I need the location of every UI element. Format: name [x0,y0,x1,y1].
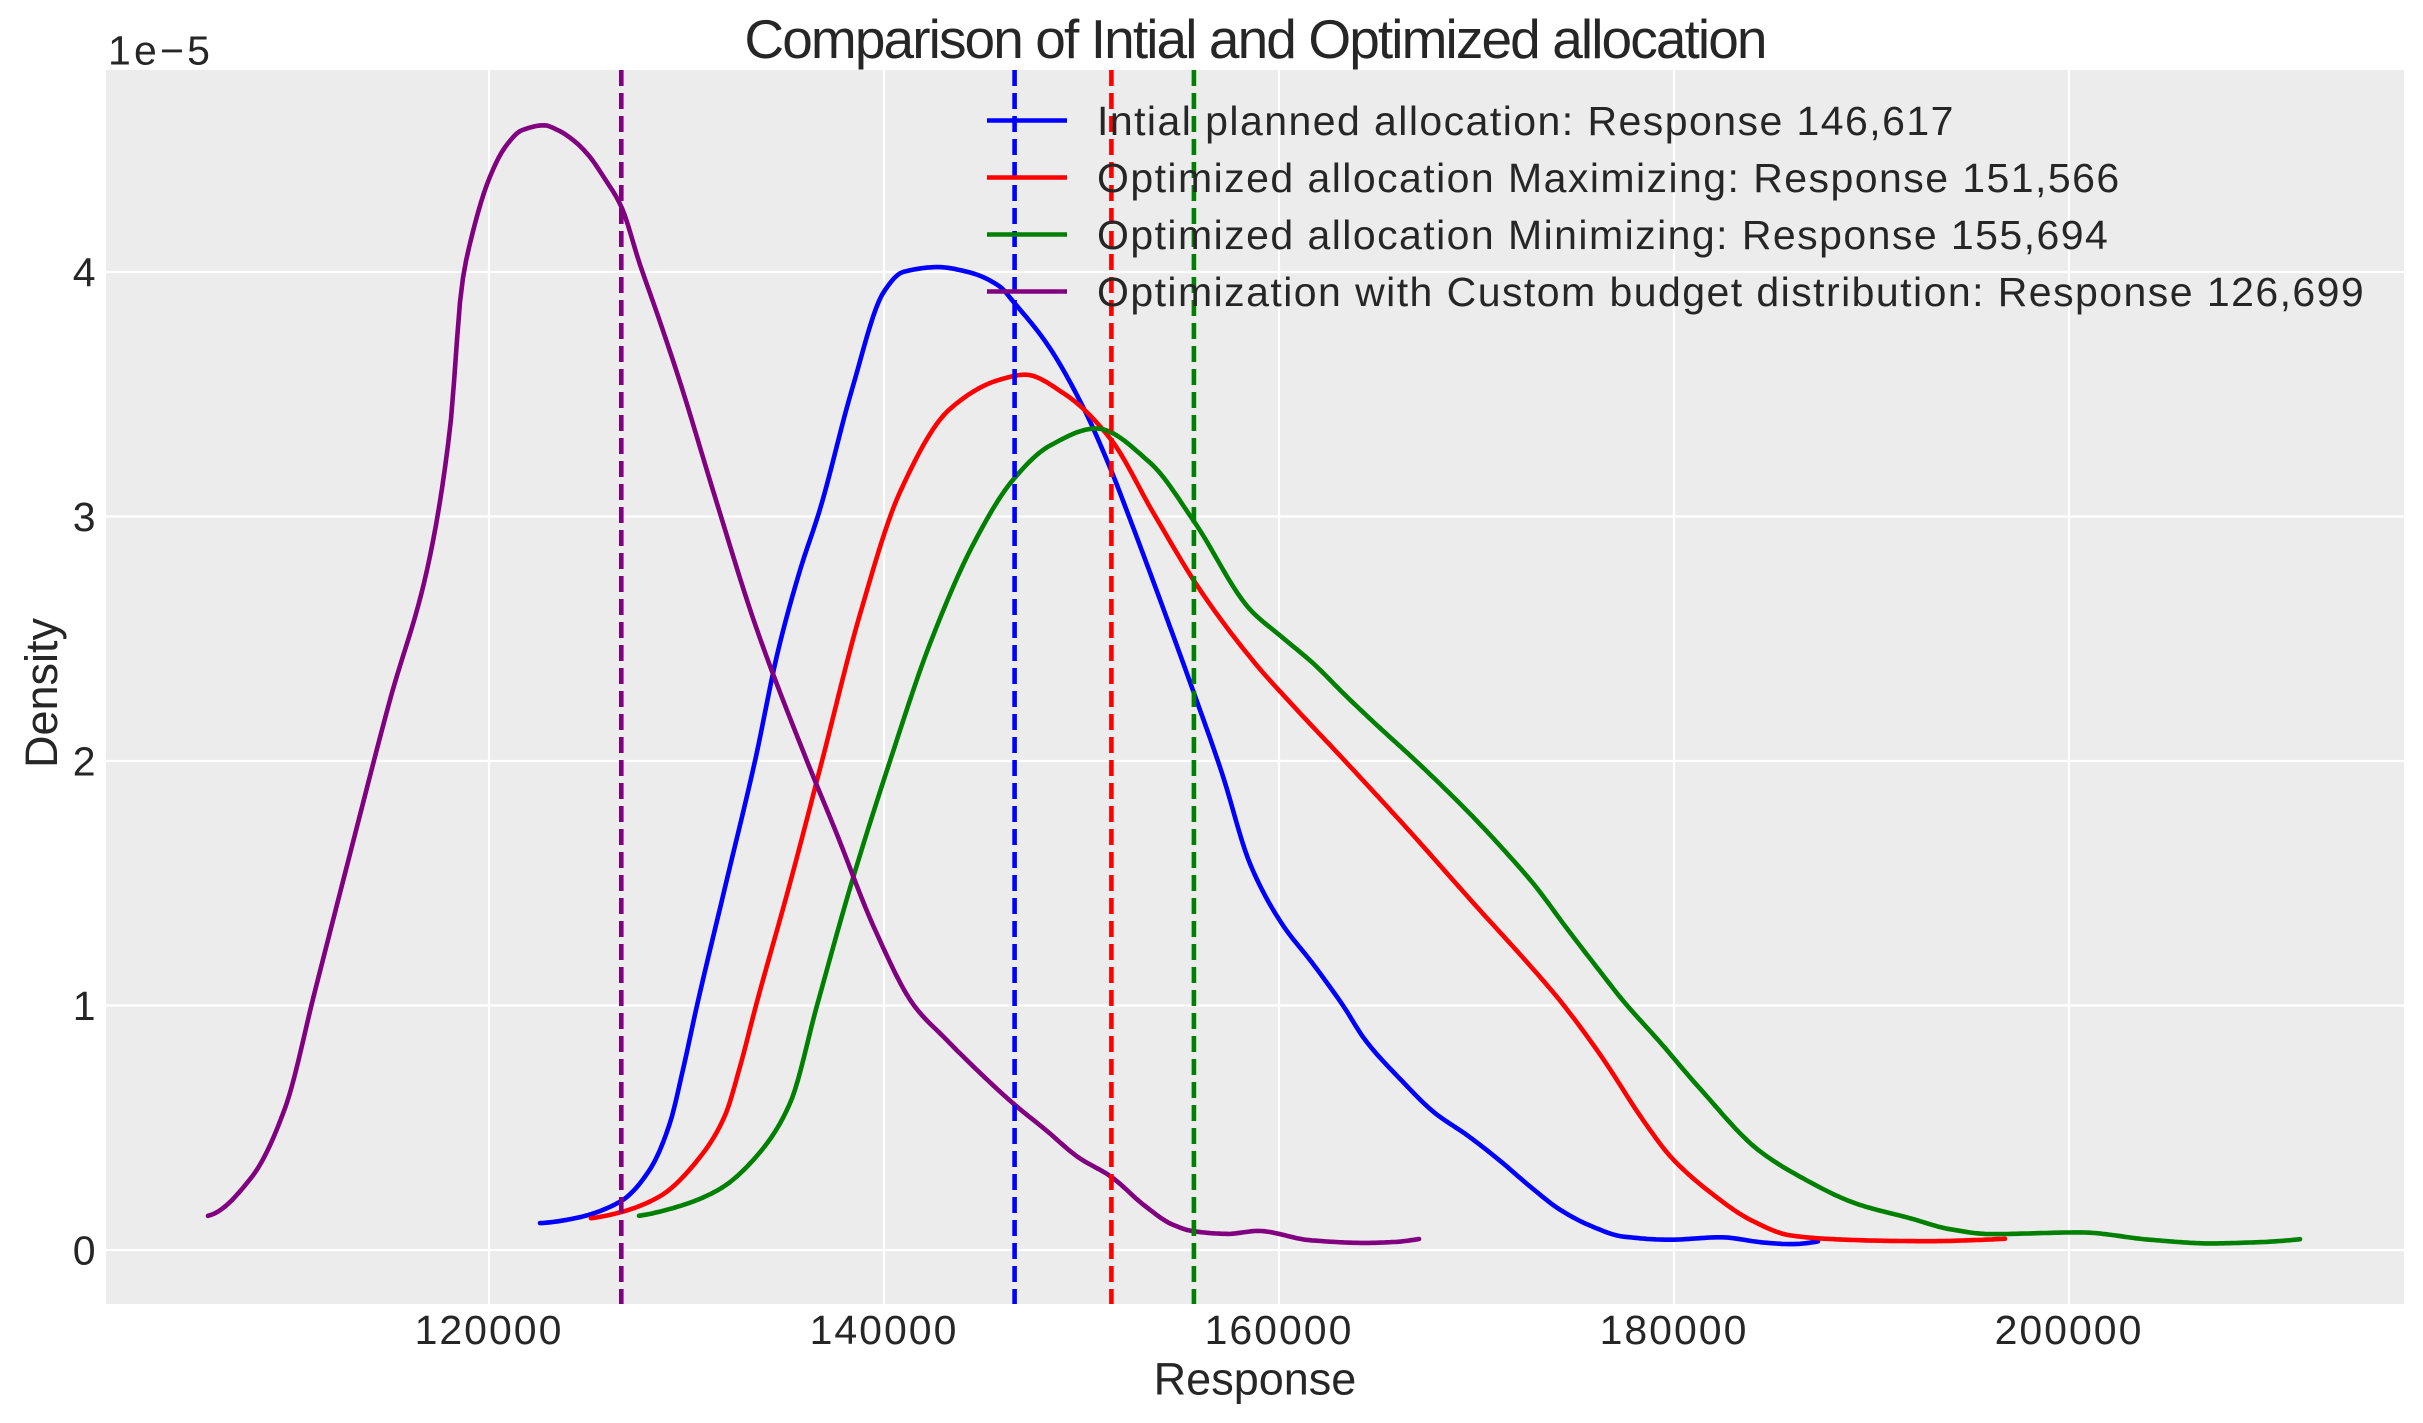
svg-text:Optimized allocation Maximizin: Optimized allocation Maximizing: Respons… [1097,155,2121,201]
svg-text:4: 4 [73,250,96,296]
svg-text:160000: 160000 [1205,1307,1354,1353]
svg-text:3: 3 [73,494,96,540]
svg-text:200000: 200000 [1995,1307,2144,1353]
svg-text:Response: Response [1154,1354,1357,1405]
svg-text:0: 0 [73,1228,96,1274]
svg-text:180000: 180000 [1600,1307,1749,1353]
svg-text:120000: 120000 [415,1307,564,1353]
svg-text:2: 2 [73,739,96,785]
svg-text:Optimized allocation Minimizin: Optimized allocation Minimizing: Respons… [1097,212,2109,258]
svg-text:Intial planned allocation: Res: Intial planned allocation: Response 146,… [1097,98,1955,144]
svg-text:1e−5: 1e−5 [108,28,213,74]
svg-text:140000: 140000 [810,1307,959,1353]
svg-text:Comparison of Intial and Optim: Comparison of Intial and Optimized alloc… [744,8,1765,70]
svg-text:Optimization with Custom budge: Optimization with Custom budget distribu… [1097,269,2365,315]
svg-text:1: 1 [73,983,96,1029]
svg-text:Density: Density [16,617,67,768]
